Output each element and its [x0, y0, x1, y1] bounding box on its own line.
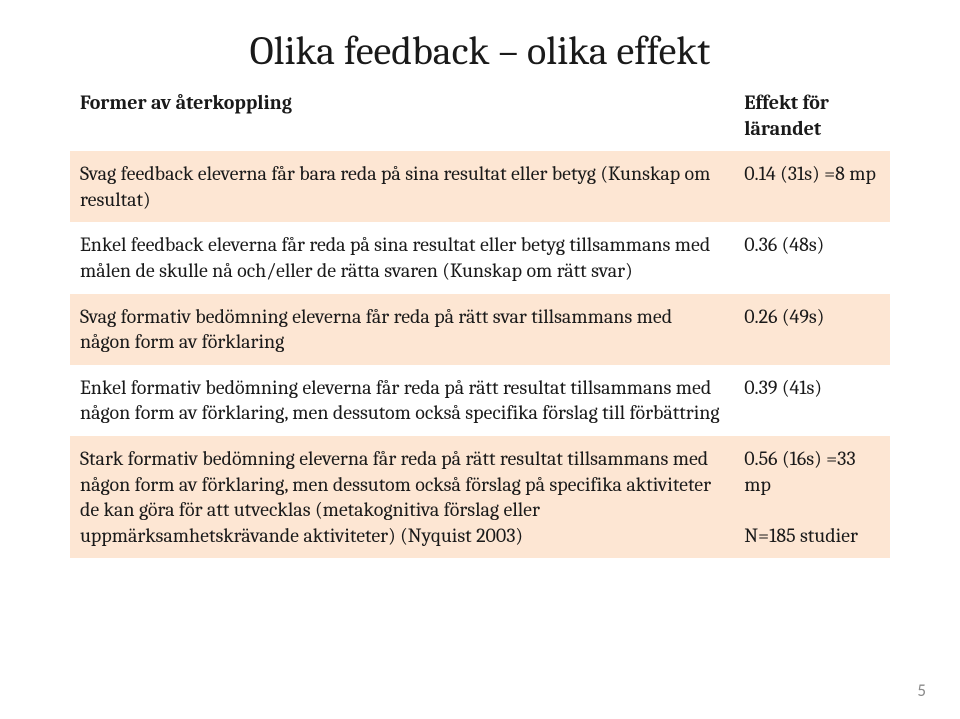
table-row: Stark formativ bedömning eleverna får re…: [70, 436, 890, 558]
table-row: Svag feedback eleverna får bara reda på …: [70, 151, 890, 222]
table-cell-description: Stark formativ bedömning eleverna får re…: [70, 436, 734, 558]
table-cell-effect: 0.39 (41s): [734, 365, 890, 436]
table-cell-description: Enkel feedback eleverna får reda på sina…: [70, 222, 734, 293]
table-cell-effect: 0.56 (16s) =33 mp N=185 studier: [734, 436, 890, 558]
table-cell-effect: 0.14 (31s) =8 mp: [734, 151, 890, 222]
table-header-forms: Former av återkoppling: [70, 80, 734, 151]
table-cell-description: Svag formativ bedömning eleverna får red…: [70, 294, 734, 365]
table-cell-description: Svag feedback eleverna får bara reda på …: [70, 151, 734, 222]
table-cell-effect: 0.26 (49s): [734, 294, 890, 365]
table-cell-effect: 0.36 (48s): [734, 222, 890, 293]
table-row: Enkel formativ bedömning eleverna får re…: [70, 365, 890, 436]
table-header-effect: Effekt för lärandet: [734, 80, 890, 151]
table-row: Svag formativ bedömning eleverna får red…: [70, 294, 890, 365]
page-number: 5: [917, 680, 926, 701]
table-row: Enkel feedback eleverna får reda på sina…: [70, 222, 890, 293]
feedback-table: Former av återkoppling Effekt för lärand…: [70, 80, 890, 558]
table-header-row: Former av återkoppling Effekt för lärand…: [70, 80, 890, 151]
table-cell-description: Enkel formativ bedömning eleverna får re…: [70, 365, 734, 436]
slide-title: Olika feedback – olika effekt: [70, 28, 890, 74]
